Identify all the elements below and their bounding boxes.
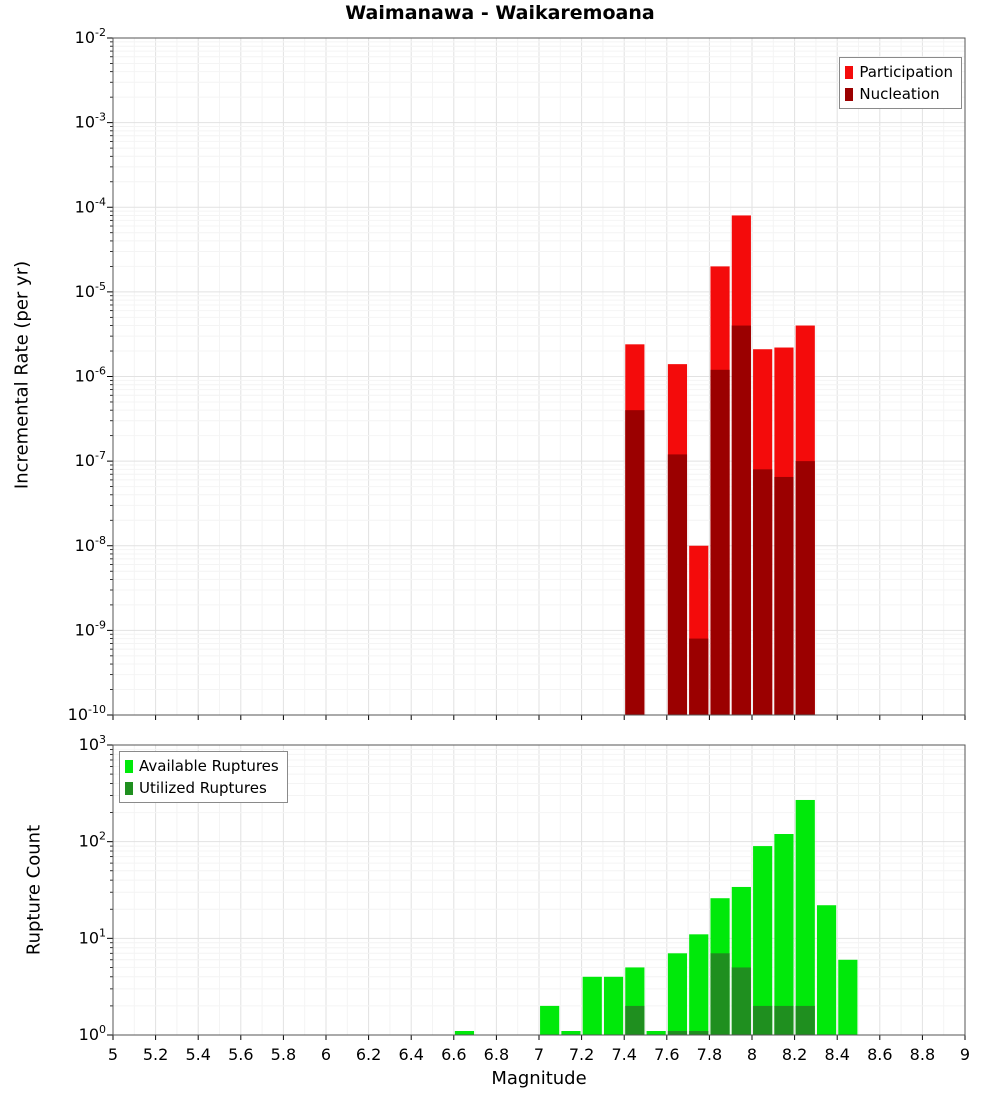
legend-label-available: Available Ruptures (139, 757, 279, 775)
svg-text:8.2: 8.2 (782, 1045, 807, 1064)
svg-text:6.2: 6.2 (356, 1045, 381, 1064)
svg-text:10-10: 10-10 (68, 703, 106, 724)
legend-label-nucleation: Nucleation (859, 85, 940, 103)
svg-text:8.8: 8.8 (910, 1045, 935, 1064)
legend-item-available: Available Ruptures (125, 755, 279, 777)
participation-swatch-icon (845, 65, 854, 79)
svg-text:6.4: 6.4 (398, 1045, 423, 1064)
svg-text:6.6: 6.6 (441, 1045, 466, 1064)
svg-text:10-2: 10-2 (75, 26, 106, 47)
svg-text:103: 103 (79, 733, 106, 754)
svg-text:5.8: 5.8 (271, 1045, 296, 1064)
legend-label-utilized: Utilized Ruptures (139, 779, 267, 797)
svg-text:8.4: 8.4 (824, 1045, 849, 1064)
svg-text:5.6: 5.6 (228, 1045, 253, 1064)
svg-text:10-5: 10-5 (75, 280, 106, 301)
svg-text:7.2: 7.2 (569, 1045, 594, 1064)
svg-text:10-8: 10-8 (75, 534, 106, 555)
svg-text:9: 9 (960, 1045, 970, 1064)
legend-rate: Participation Nucleation (839, 57, 962, 109)
rate-panel: 10-2 10-3 10-4 10-5 10-6 10-7 10-8 10-9 10-10 (68, 26, 966, 724)
svg-text:102: 102 (79, 830, 106, 851)
svg-text:8.6: 8.6 (867, 1045, 892, 1064)
svg-text:101: 101 (79, 926, 106, 947)
utilized-ruptures-swatch-icon (125, 781, 133, 795)
svg-text:8: 8 (747, 1045, 757, 1064)
svg-text:5: 5 (108, 1045, 118, 1064)
nucleation-swatch-icon (845, 87, 854, 101)
svg-text:5.4: 5.4 (185, 1045, 210, 1064)
y-axis-label-count: Rupture Count (23, 824, 45, 956)
legend-label-participation: Participation (859, 63, 953, 81)
x-axis-label: Magnitude (491, 1068, 587, 1089)
svg-text:7: 7 (534, 1045, 544, 1064)
available-ruptures-swatch-icon (125, 759, 133, 773)
svg-text:10-7: 10-7 (75, 449, 106, 470)
svg-text:6.8: 6.8 (484, 1045, 509, 1064)
svg-text:5.2: 5.2 (143, 1045, 168, 1064)
chart-title: Waimanawa - Waikaremoana (345, 2, 655, 24)
svg-text:100: 100 (79, 1023, 106, 1044)
y-axis-label-rate: Incremental Rate (per yr) (11, 260, 33, 490)
svg-text:10-3: 10-3 (75, 111, 106, 132)
legend-count: Available Ruptures Utilized Ruptures (119, 751, 288, 803)
svg-text:7.6: 7.6 (654, 1045, 679, 1064)
svg-text:7.8: 7.8 (697, 1045, 722, 1064)
legend-item-participation: Participation (845, 61, 953, 83)
svg-text:10-6: 10-6 (75, 365, 106, 386)
svg-text:10-4: 10-4 (75, 195, 106, 216)
legend-item-nucleation: Nucleation (845, 83, 953, 105)
svg-text:7.4: 7.4 (611, 1045, 636, 1064)
legend-item-utilized: Utilized Ruptures (125, 777, 279, 799)
svg-text:6: 6 (321, 1045, 331, 1064)
svg-text:10-9: 10-9 (75, 618, 106, 639)
